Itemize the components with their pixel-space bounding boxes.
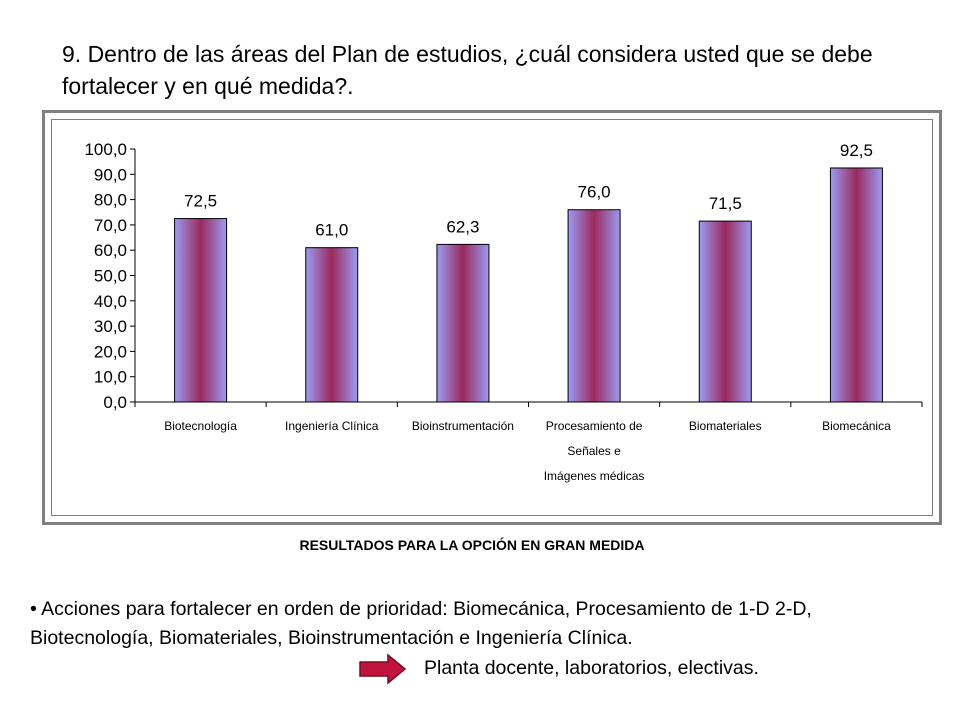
y-tick-label: 70,0 [94,216,127,235]
bar-chart: 0,0 10,0 20,0 30,0 40,0 50,0 60,0 70,0 80,0 90,0 1… [84,140,923,483]
bar [698,220,752,403]
bar [436,243,490,403]
chart-caption-text: RESULTADOS PARA LA OPCIÓN EN GRAN MEDIDA [299,537,645,553]
y-tick-label: 40,0 [94,292,127,311]
y-tick-label: 90,0 [94,165,127,184]
category-label: Procesamiento de [546,419,643,433]
data-label: 92,5 [840,141,873,160]
category-label: Ingeniería Clínica [285,419,379,433]
category-label: Bioinstrumentación [412,419,514,433]
y-tick-label: 80,0 [94,191,127,210]
y-tick-label: 60,0 [94,241,127,260]
data-label: 72,5 [184,192,217,211]
chart-frame: 0,0 10,0 20,0 30,0 40,0 50,0 60,0 70,0 80,0 90,0 1… [42,110,942,525]
bar [174,218,228,403]
bar [305,247,359,403]
y-tick-label: 100,0 [84,140,127,159]
data-label: 62,3 [446,217,479,236]
category-label: Señales e [567,444,621,458]
category-label: Biotecnología [164,419,237,433]
y-tick-label: 30,0 [94,317,127,336]
priority-actions-text: • Acciones para fortalecer en orden de p… [30,598,812,649]
followup-text: Planta docente, laboratorios, electivas. [424,657,759,679]
y-tick-label: 20,0 [94,342,127,361]
y-tick-label: 10,0 [94,368,127,387]
question-title: 9. Dentro de las áreas del Plan de estud… [62,41,873,99]
y-tick-label: 0,0 [103,393,127,412]
data-label: 71,5 [709,194,742,213]
data-label: 61,0 [315,221,348,240]
category-label: Biomecánica [822,419,891,433]
right-arrow-icon [359,653,407,685]
category-label: Imágenes médicas [544,469,645,483]
category-label: Biomateriales [689,419,762,433]
data-label: 76,0 [578,183,611,202]
y-tick-label: 50,0 [94,267,127,286]
bar [567,209,621,403]
bar [829,167,883,403]
chart-inner-border [51,119,933,516]
chart-caption: RESULTADOS PARA LA OPCIÓN EN GRAN MEDIDA [0,537,960,553]
